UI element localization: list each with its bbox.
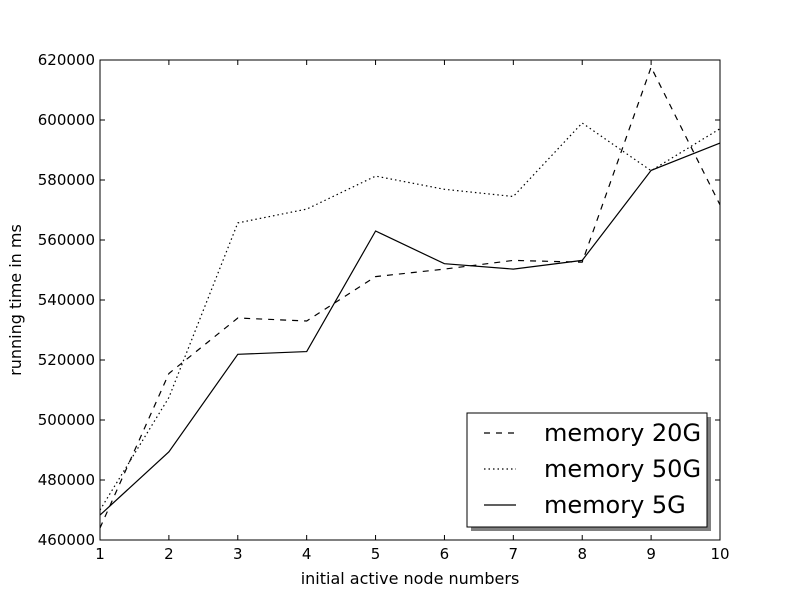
y-tick-label: 500000	[38, 411, 95, 429]
x-tick-label: 10	[710, 545, 729, 563]
y-tick-label: 520000	[38, 351, 95, 369]
x-tick-label: 3	[233, 545, 243, 563]
x-tick-labels: 1 2 3 4 5 6 7 8 9 10	[95, 545, 729, 563]
x-tick-label: 6	[440, 545, 450, 563]
y-tick-label: 540000	[38, 291, 95, 309]
legend: memory 20G memory 50G memory 5G	[466, 412, 711, 531]
series-line-2	[99, 122, 721, 511]
y-axis-title: running time in ms	[6, 224, 25, 376]
x-tick-label: 9	[646, 545, 656, 563]
y-tick-label: 580000	[38, 171, 95, 189]
x-tick-label: 8	[577, 545, 587, 563]
y-tick-label: 620000	[38, 51, 95, 69]
x-tick-label: 5	[371, 545, 381, 563]
y-tick-label: 480000	[38, 471, 95, 489]
series-line-3	[99, 142, 721, 516]
y-tick-label: 600000	[38, 111, 95, 129]
legend-label-1: memory 20G	[544, 419, 701, 447]
x-tick-label: 4	[302, 545, 312, 563]
y-tick-label: 460000	[38, 531, 95, 549]
y-tick-label: 560000	[38, 231, 95, 249]
y-tick-labels: 460000 480000 500000 520000 540000 560000 5800…	[38, 51, 95, 549]
series-lines	[99, 65, 721, 529]
legend-label-2: memory 50G	[544, 455, 701, 483]
x-axis-title: initial active node numbers	[301, 569, 520, 588]
x-tick-label: 1	[95, 545, 105, 563]
plot-frame	[99, 59, 721, 541]
legend-label-3: memory 5G	[544, 491, 686, 519]
legend-box	[466, 412, 708, 528]
x-tick-label: 2	[164, 545, 174, 563]
x-tick-label: 7	[509, 545, 519, 563]
